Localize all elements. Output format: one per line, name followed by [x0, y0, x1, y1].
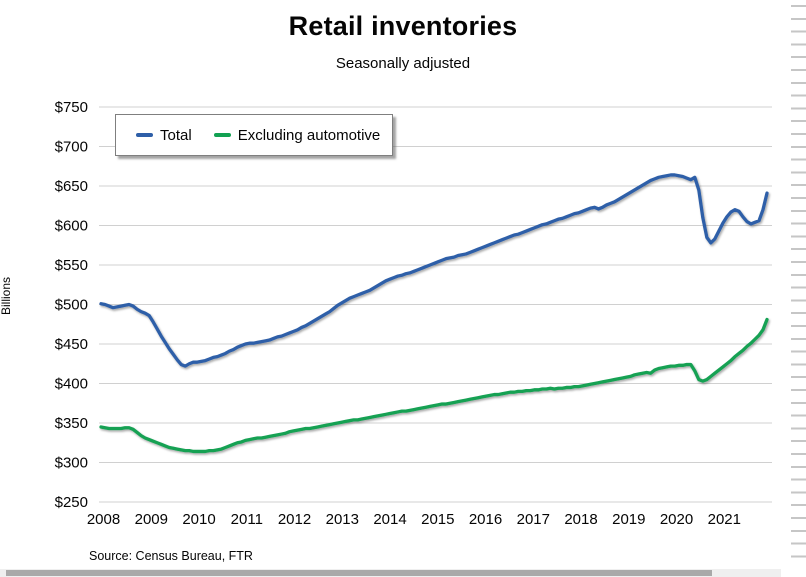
x-tick-label: 2014 [373, 511, 406, 528]
horizontal-scrollbar-thumb[interactable] [6, 570, 712, 576]
chart-title: Retail inventories [288, 11, 518, 41]
y-tick-label: $550 [55, 257, 88, 274]
x-tick-label: 2012 [278, 511, 311, 528]
y-tick-label: $400 [55, 376, 88, 393]
gridlines [99, 106, 772, 503]
y-tick-label: $700 [55, 139, 88, 156]
y-tick-label: $450 [55, 336, 88, 353]
worksheet-row-marks [791, 0, 806, 566]
x-tick-label: 2011 [231, 511, 263, 528]
x-tick-label: 2010 [182, 511, 215, 528]
y-tick-label: $350 [55, 415, 88, 432]
total-line-swatch-icon [136, 133, 153, 137]
x-tick-label: 2021 [708, 511, 741, 528]
y-tick-label: $500 [55, 297, 88, 314]
line-excluding-automotive [99, 317, 769, 454]
legend-item-total: Total [136, 127, 192, 144]
x-tick-label: 2020 [660, 511, 693, 528]
x-axis-tick-labels: 2008 2009 2010 2011 2012 2013 2014 2015 2016 2017… [87, 511, 741, 528]
y-tick-label: $300 [55, 455, 88, 472]
y-axis-tick-labels: $250 $300 $350 $400 $450 $500 $550 $600 $650 $700… [55, 99, 88, 511]
x-tick-label: 2008 [87, 511, 120, 528]
y-tick-label: $600 [55, 218, 88, 235]
x-tick-label: 2015 [421, 511, 454, 528]
legend: Total Excluding automotive [115, 114, 393, 156]
x-tick-label: 2019 [612, 511, 645, 528]
legend-item-excluding-automotive: Excluding automotive [213, 126, 381, 144]
legend-label-total: Total [160, 126, 192, 144]
y-tick-label: $650 [55, 178, 88, 195]
legend-label-excluding-automotive: Excluding automotive [237, 126, 381, 144]
x-tick-label: 2016 [469, 511, 502, 528]
y-tick-label: $750 [55, 99, 88, 116]
x-tick-label: 2013 [326, 511, 359, 528]
x-tick-label: 2017 [517, 511, 550, 528]
chart-subtitle: Seasonally adjusted [335, 55, 471, 72]
x-tick-label: 2009 [135, 511, 168, 528]
horizontal-scrollbar[interactable] [0, 569, 781, 577]
source-note: Source: Census Bureau, FTR [89, 549, 253, 563]
y-tick-label: $250 [55, 494, 88, 511]
x-tick-label: 2018 [564, 511, 597, 528]
excluding-automotive-line-swatch-icon [213, 133, 231, 137]
line-total [99, 173, 769, 368]
